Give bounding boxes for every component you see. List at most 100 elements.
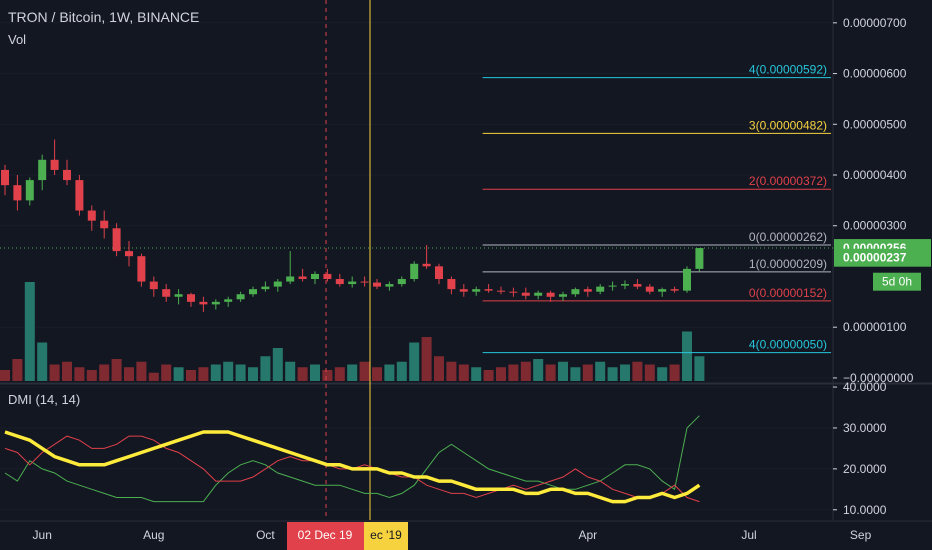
dmi-tick-label: 20.0000 bbox=[843, 462, 887, 476]
volume-bar bbox=[595, 361, 606, 381]
candle-body bbox=[286, 276, 295, 282]
crosshair-lines bbox=[0, 0, 833, 520]
volume-bar bbox=[148, 372, 159, 381]
volume-bar bbox=[446, 361, 457, 381]
candle-body bbox=[559, 294, 567, 297]
time-label: Aug bbox=[143, 528, 164, 542]
candle-body bbox=[25, 180, 34, 201]
volume-bar bbox=[12, 359, 23, 381]
crosshair-date-badge-partial bbox=[364, 522, 408, 550]
volume-bar bbox=[334, 367, 345, 381]
volume-bars bbox=[0, 282, 705, 381]
volume-bar bbox=[124, 367, 134, 381]
candle-body bbox=[87, 210, 96, 221]
price-tick-label: −0.00000000 bbox=[843, 371, 914, 385]
candle-body bbox=[273, 281, 282, 287]
candle-body bbox=[459, 289, 468, 292]
candle-body bbox=[249, 289, 257, 295]
price-tick-label: 0.00000100 bbox=[843, 320, 907, 334]
volume-bar bbox=[0, 370, 10, 381]
volume-bar bbox=[483, 370, 494, 381]
candle-body bbox=[137, 256, 146, 282]
candle-body bbox=[100, 220, 109, 229]
candle-body bbox=[373, 282, 381, 287]
fib-label: 0(0.00000262) bbox=[749, 230, 827, 244]
dmi-adx-line bbox=[4, 430, 701, 504]
volume-bar bbox=[471, 367, 482, 381]
candle-body bbox=[497, 290, 505, 292]
countdown-badge bbox=[873, 272, 921, 291]
candle-body bbox=[546, 292, 555, 297]
volume-bar bbox=[434, 356, 444, 381]
candle-body bbox=[435, 266, 443, 280]
candlesticks[interactable] bbox=[1, 139, 704, 312]
candle-body bbox=[422, 263, 431, 267]
candle-body bbox=[621, 284, 629, 286]
countdown-label: 5d 0h bbox=[882, 275, 912, 289]
candle-body bbox=[683, 268, 691, 291]
crosshair-date-label: 02 Dec 19 bbox=[298, 528, 353, 542]
volume-bar bbox=[545, 364, 556, 381]
volume-bar bbox=[310, 364, 320, 381]
volume-bar bbox=[260, 356, 271, 381]
dmi-label[interactable]: DMI (14, 14) bbox=[8, 392, 81, 407]
candle-body bbox=[311, 273, 319, 280]
candle-body bbox=[261, 286, 270, 290]
candle-body bbox=[410, 263, 419, 280]
candle-body bbox=[521, 292, 530, 296]
candle-body bbox=[695, 248, 704, 269]
volume-bar bbox=[372, 367, 382, 381]
time-axis[interactable]: Jun Aug Oct Apr Jul Sep 02 Dec 19 ec '19 bbox=[0, 520, 932, 550]
candle-body bbox=[596, 286, 605, 292]
candle-body bbox=[1, 169, 9, 186]
volume-bar bbox=[173, 367, 184, 381]
dmi-indicator bbox=[4, 415, 701, 504]
price-axis[interactable]: 0.00000700 0.00000600 0.00000500 0.00000400… bbox=[833, 16, 931, 517]
fib-label: 4(0.00000050) bbox=[749, 338, 827, 352]
fib-label: 3(0.00000482) bbox=[749, 118, 827, 132]
candle-body bbox=[484, 289, 493, 291]
candle-body bbox=[75, 180, 84, 211]
price-tick-label: 0.00000700 bbox=[843, 16, 907, 30]
volume-bar bbox=[272, 348, 283, 381]
candle-body bbox=[13, 185, 22, 201]
dmi-tick-label: 40.0000 bbox=[843, 380, 887, 394]
volume-bar bbox=[111, 359, 122, 381]
volume-bar bbox=[49, 364, 60, 381]
volume-bar bbox=[347, 364, 358, 381]
candle-body bbox=[224, 299, 233, 302]
volume-bar bbox=[186, 370, 196, 381]
fib-label: 4(0.00000592) bbox=[749, 63, 827, 77]
candle-body bbox=[162, 289, 171, 297]
candle-body bbox=[112, 228, 121, 252]
volume-bar bbox=[359, 361, 370, 381]
time-label: Jul bbox=[741, 528, 756, 542]
candle-body bbox=[187, 294, 195, 302]
candle-body bbox=[509, 291, 518, 293]
price-tick-label: 0.00000400 bbox=[843, 168, 907, 182]
volume-bar bbox=[384, 364, 395, 381]
volume-bar bbox=[24, 282, 35, 381]
candle-body bbox=[63, 169, 71, 181]
symbol-title[interactable]: TRON / Bitcoin, 1W, BINANCE bbox=[8, 9, 200, 25]
candle-body bbox=[534, 292, 543, 296]
volume-bar bbox=[508, 364, 519, 381]
volume-bar bbox=[74, 367, 85, 381]
candle-body bbox=[211, 301, 220, 305]
volume-bar bbox=[694, 356, 705, 381]
candle-body bbox=[360, 281, 369, 283]
volume-bar bbox=[620, 364, 630, 381]
candle-body bbox=[658, 289, 667, 292]
volume-label[interactable]: Vol bbox=[8, 32, 27, 47]
candle-body bbox=[571, 289, 580, 295]
volume-bar bbox=[421, 337, 432, 381]
fib-label: 0(0.00000152) bbox=[749, 286, 827, 300]
candle-body bbox=[199, 301, 208, 305]
grid bbox=[0, 0, 932, 520]
volume-bar bbox=[644, 364, 655, 381]
volume-bar bbox=[682, 331, 692, 381]
volume-bar bbox=[533, 359, 544, 381]
fibonacci-levels[interactable]: 4(0.00000592) 3(0.00000482) 2(0.00000372) 0… bbox=[482, 63, 831, 354]
